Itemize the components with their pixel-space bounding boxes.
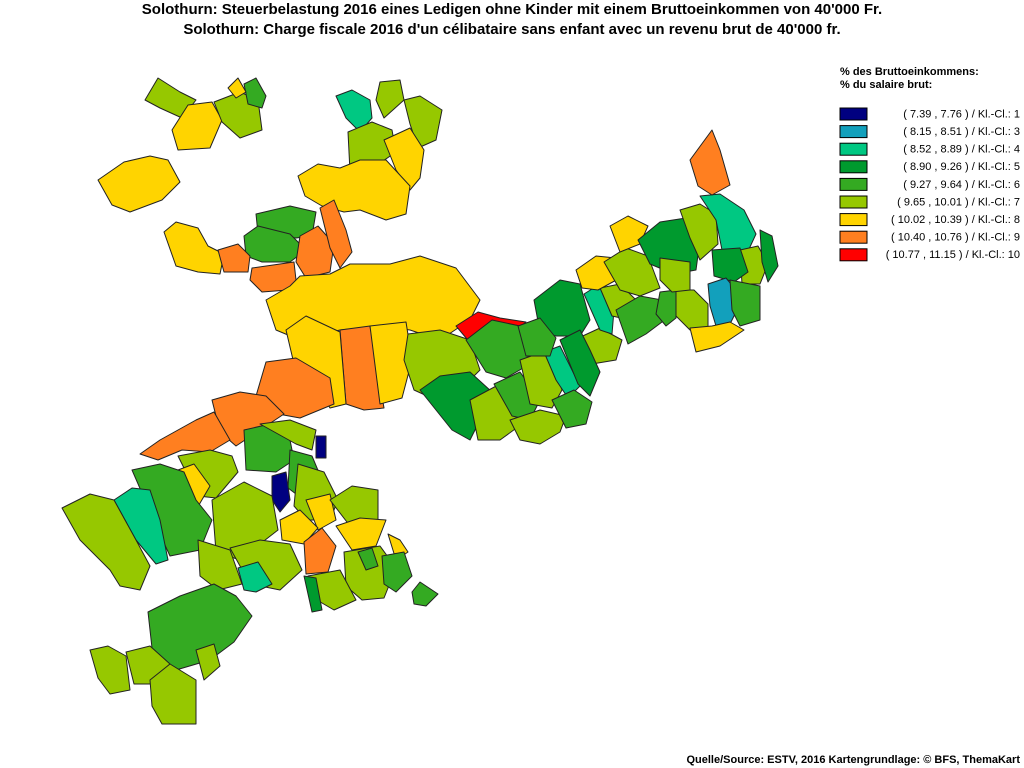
municipality <box>315 435 327 459</box>
municipality <box>297 159 411 221</box>
municipality <box>303 527 337 575</box>
municipality <box>89 645 131 695</box>
title: Solothurn: Charge fiscale 2016 d'un céli… <box>183 21 840 38</box>
municipality <box>357 547 379 571</box>
legend-label: ( 10.77 , 11.15 ) / Kl.-Cl.: 10 <box>886 249 1020 261</box>
municipality <box>271 471 291 513</box>
legend-label: ( 8.15 , 8.51 ) / Kl.-Cl.: 3 <box>903 126 1020 138</box>
municipality <box>195 643 221 681</box>
legend-label: ( 7.39 , 7.76 ) / Kl.-Cl.: 1 <box>903 108 1020 120</box>
municipality <box>61 493 151 591</box>
municipality <box>329 485 379 527</box>
municipality <box>689 321 745 353</box>
municipality <box>381 551 413 593</box>
municipality <box>559 329 601 397</box>
municipality <box>217 243 251 273</box>
municipality <box>369 321 413 405</box>
legend-heading: % des Bruttoeinkommens: <box>840 66 979 78</box>
legend-label: ( 10.02 , 10.39 ) / Kl.-Cl.: 8 <box>891 214 1020 226</box>
legend-swatch <box>839 195 868 209</box>
municipality <box>259 419 317 451</box>
legend-swatch <box>839 125 868 139</box>
municipality <box>303 575 323 613</box>
legend-label: ( 8.52 , 8.89 ) / Kl.-Cl.: 4 <box>903 144 1020 156</box>
municipality <box>707 277 737 329</box>
municipality <box>699 193 757 261</box>
legend-swatch <box>839 248 868 262</box>
legend-swatch <box>839 213 868 227</box>
municipality <box>551 389 593 429</box>
legend-swatch <box>839 107 868 121</box>
map <box>61 77 779 725</box>
municipality <box>139 411 231 461</box>
legend-swatch <box>839 142 868 156</box>
municipality <box>335 517 387 551</box>
municipality <box>149 663 197 725</box>
municipality <box>97 155 181 213</box>
municipality <box>243 77 267 109</box>
legend-swatch <box>839 177 868 191</box>
municipality <box>711 247 749 283</box>
legend-label: ( 8.90 , 9.26 ) / Kl.-Cl.: 5 <box>903 161 1020 173</box>
municipality <box>671 289 709 331</box>
municipality <box>759 229 779 283</box>
legend: ( 7.39 , 7.76 ) / Kl.-Cl.: 1 ( 8.15 , 8.5… <box>839 107 1020 262</box>
municipality <box>295 225 335 279</box>
municipality <box>163 221 225 275</box>
municipality <box>679 203 719 261</box>
municipality <box>739 245 769 285</box>
legend-heading: % du salaire brut: <box>840 79 932 91</box>
legend-swatch <box>839 230 868 244</box>
municipality <box>509 409 567 445</box>
title: Solothurn: Steuerbelastung 2016 eines Le… <box>142 1 882 18</box>
municipality <box>689 129 731 196</box>
municipality <box>227 77 247 99</box>
legend-swatch <box>839 160 868 174</box>
legend-label: ( 10.40 , 10.76 ) / Kl.-Cl.: 9 <box>891 232 1020 244</box>
municipality <box>729 279 761 327</box>
municipality <box>113 487 169 565</box>
municipality <box>411 581 439 607</box>
municipality <box>197 539 243 591</box>
municipality <box>383 127 425 191</box>
municipality <box>305 493 337 531</box>
municipality <box>335 89 373 133</box>
municipality <box>237 561 273 593</box>
municipality <box>144 77 197 119</box>
municipality <box>375 79 405 119</box>
legend-label: ( 9.27 , 9.64 ) / Kl.-Cl.: 6 <box>903 179 1020 191</box>
municipality <box>403 95 443 149</box>
legend-label: ( 9.65 , 10.01 ) / Kl.-Cl.: 7 <box>897 196 1020 208</box>
municipality <box>517 317 557 357</box>
municipality <box>319 199 353 269</box>
source: Quelle/Source: ESTV, 2016 Kartengrundlag… <box>686 754 1020 766</box>
municipality <box>659 257 691 293</box>
